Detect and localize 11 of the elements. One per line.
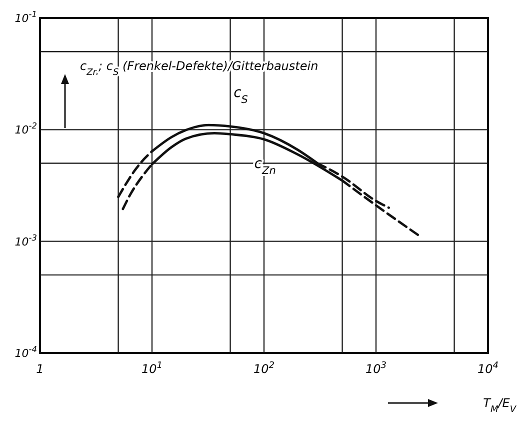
x-tick-label: 1	[36, 362, 44, 376]
y-tick-label: 10$^{-4}$	[14, 344, 37, 360]
x-tick-label: 10$^{1}$	[141, 361, 163, 376]
series-label: c$_{S}$	[234, 85, 248, 106]
y-tick-label: 10$^{-3}$	[14, 232, 37, 248]
y-tick-label: 10$^{-1}$	[14, 9, 37, 25]
x-tick-label: 10$^{2}$	[253, 361, 275, 376]
x-tick-label: 10$^{4}$	[477, 361, 499, 376]
x-axis-title: T$_{M}$/E$_{V}$	[483, 396, 517, 415]
x-tick-label: 10$^{3}$	[365, 361, 387, 376]
y-tick-label: 10$^{-2}$	[14, 120, 37, 137]
